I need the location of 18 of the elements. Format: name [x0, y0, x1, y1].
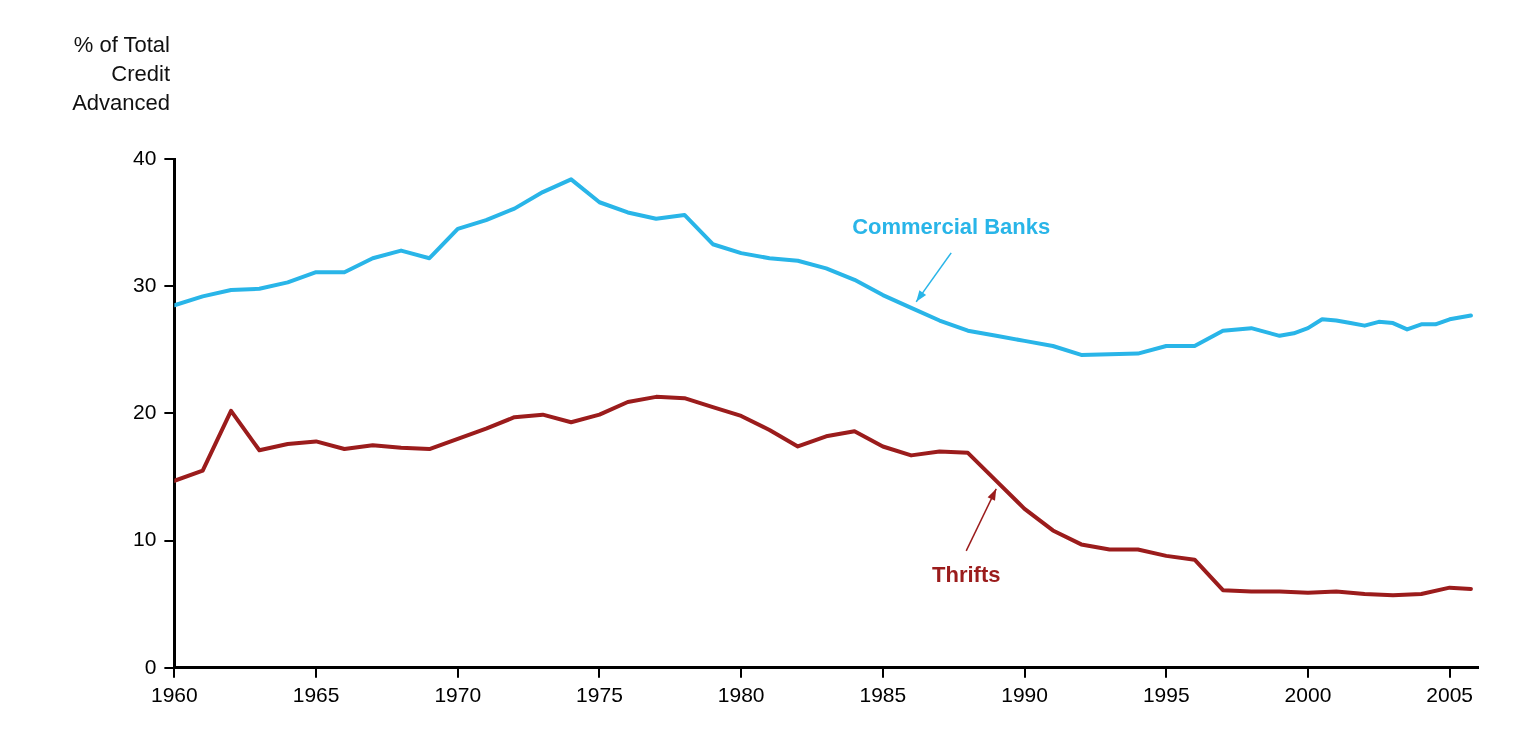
y-tick-label: 0 [144, 654, 157, 678]
y-tick-label: 40 [133, 145, 157, 169]
y-tick-label: 30 [133, 273, 157, 296]
x-tick-label: 1990 [1001, 683, 1048, 707]
x-tick-label: 1965 [292, 683, 340, 707]
x-tick-label: 2005 [1426, 683, 1474, 707]
y-tick-label: 10 [133, 527, 157, 551]
x-tick-label: 1995 [1142, 683, 1190, 707]
text: Thrifts [931, 561, 1001, 587]
series-label: Commercial Banks [852, 213, 1051, 239]
y-tick-label: 20 [133, 400, 157, 424]
x-tick-label: 1970 [434, 683, 482, 707]
x-tick-label: 1985 [859, 683, 907, 707]
x-tick-label: 1960 [151, 683, 198, 707]
x-tick-label: 2000 [1284, 683, 1332, 707]
x-tick-label: 1975 [576, 683, 623, 707]
y-axis-title: % of Total Credit Advanced [71, 31, 170, 117]
x-tick-label: 1980 [717, 683, 765, 707]
